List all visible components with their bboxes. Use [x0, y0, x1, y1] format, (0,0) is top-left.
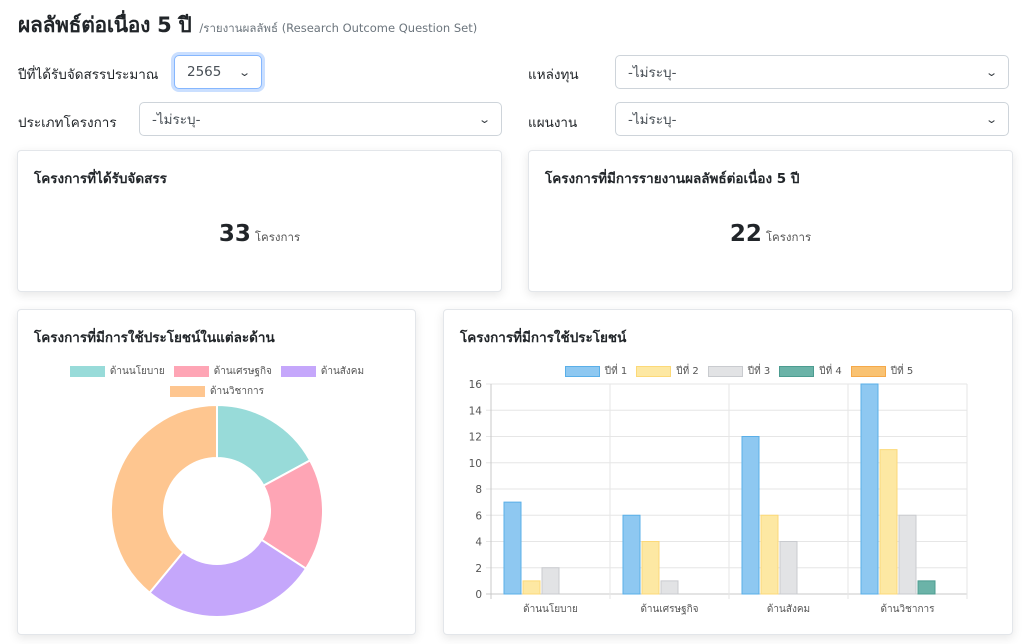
- fund-source-select[interactable]: -ไม่ระบุ- ⌄: [615, 55, 1009, 89]
- funded-projects-stat: 33 โครงการ: [18, 221, 501, 247]
- legend-swatch: [173, 366, 209, 377]
- doughnut-slice-4[interactable]: [110, 403, 218, 595]
- plan-select[interactable]: -ไม่ระบุ- ⌄: [615, 102, 1009, 136]
- legend-item-series-3[interactable]: ปีที่ 3: [707, 364, 771, 379]
- chevron-down-icon: ⌄: [237, 65, 251, 79]
- bar-2-1[interactable]: [522, 580, 541, 595]
- bar-1-4[interactable]: [860, 383, 879, 595]
- reported-projects-stat: 22 โครงการ: [529, 221, 1012, 247]
- bar-3-2[interactable]: [660, 580, 679, 595]
- legend-label: ปีที่ 1: [604, 366, 628, 377]
- bar-3-4[interactable]: [898, 514, 917, 595]
- y-tick-label: 10: [469, 458, 482, 470]
- page-title: ผลลัพธ์ต่อเนื่อง 5 ปี /รายงานผลลัพธ์ (Re…: [18, 9, 477, 42]
- legend-label: ด้านวิชาการ: [209, 386, 264, 397]
- y-tick-label: 12: [469, 432, 482, 444]
- legend-swatch: [169, 386, 205, 397]
- bar-chart-title: โครงการที่มีการใช้ประโยชน์: [460, 330, 627, 346]
- plan-label: แผนงาน: [528, 115, 578, 131]
- doughnut-chart-title: โครงการที่มีการใช้ประโยชน์ในแต่ละด้าน: [34, 330, 275, 346]
- project-type-label: ประเภทโครงการ: [18, 115, 117, 131]
- doughnut-slice-3[interactable]: [148, 538, 308, 618]
- chevron-down-icon: ⌄: [984, 65, 998, 79]
- bar-chart: 0 2 4 6 8 10 12 14 16 ด้านนโยบาย ด้านเศรษฐกิจ ด้านส…: [469, 379, 968, 615]
- bar-chart-card: โครงการที่มีการใช้ประโยชน์ ปีที่ 1 ปีที่ …: [443, 309, 1013, 635]
- y-tick-label: 0: [475, 589, 482, 601]
- legend-item-series-5[interactable]: ปีที่ 5: [850, 364, 914, 379]
- y-tick-label: 8: [475, 484, 482, 496]
- x-tick-label: ด้านสังคม: [767, 603, 810, 615]
- y-tick-label: 16: [469, 379, 483, 391]
- x-tick-label: ด้านวิชาการ: [880, 603, 935, 615]
- page-heading: ผลลัพธ์ต่อเนื่อง 5 ปี: [18, 13, 192, 37]
- y-tick-label: 14: [469, 405, 483, 417]
- legend-swatch: [280, 366, 316, 377]
- page-subtitle: /รายงานผลลัพธ์ (Research Outcome Questio…: [199, 21, 478, 35]
- y-tick-label: 2: [475, 563, 482, 575]
- legend-swatch: [707, 366, 743, 377]
- doughnut-chart-card: โครงการที่มีการใช้ประโยชน์ในแต่ละด้าน ด้…: [17, 309, 416, 635]
- doughnut-legend: ด้านนโยบาย ด้านเศรษฐกิจ ด้านสังคมด้านวิชาก…: [62, 364, 372, 399]
- bar-3-1[interactable]: [541, 567, 560, 595]
- x-tick-label: ด้านเศรษฐกิจ: [640, 603, 698, 615]
- legend-label: ปีที่ 3: [747, 366, 771, 377]
- plan-value: -ไม่ระบุ-: [628, 112, 677, 128]
- legend-item-series-2[interactable]: ปีที่ 2: [636, 364, 699, 379]
- fund-source-value: -ไม่ระบุ-: [628, 65, 677, 81]
- funded-projects-title: โครงการที่ได้รับจัดสรร: [34, 171, 167, 187]
- legend-swatch: [636, 366, 672, 377]
- bar-1-2[interactable]: [622, 514, 641, 595]
- reported-projects-card: โครงการที่มีการรายงานผลลัพธ์ต่อเนื่อง 5 …: [528, 150, 1013, 292]
- legend-item-series-1[interactable]: ปีที่ 1: [564, 364, 628, 379]
- fund-source-label: แหล่งทุน: [528, 67, 579, 83]
- legend-label: ปีที่ 4: [819, 366, 842, 377]
- bar-1-3[interactable]: [741, 436, 760, 595]
- chevron-down-icon: ⌄: [984, 112, 998, 126]
- project-type-select[interactable]: -ไม่ระบุ- ⌄: [139, 102, 502, 136]
- reported-projects-title: โครงการที่มีการรายงานผลลัพธ์ต่อเนื่อง 5 …: [545, 171, 800, 187]
- x-tick-label: ด้านนโยบาย: [523, 602, 578, 615]
- legend-swatch: [779, 366, 815, 377]
- bar-3-3[interactable]: [779, 541, 798, 595]
- legend-label: ปีที่ 2: [676, 366, 699, 377]
- budget-year-value: 2565: [187, 64, 222, 80]
- reported-projects-unit: โครงการ: [765, 230, 812, 244]
- legend-label: ปีที่ 5: [890, 366, 914, 377]
- project-type-value: -ไม่ระบุ-: [152, 112, 201, 128]
- bar-legend: ปีที่ 1 ปีที่ 2 ปีที่ 3 ปีที่ 4 ปีที่ 5: [504, 364, 974, 379]
- legend-item-slice-4[interactable]: ด้านวิชาการ: [169, 384, 264, 399]
- legend-label: ด้านเศรษฐกิจ: [213, 366, 272, 377]
- bar-4-4[interactable]: [917, 580, 936, 595]
- legend-label: ด้านสังคม: [320, 366, 365, 377]
- legend-label: ด้านนโยบาย: [109, 366, 165, 377]
- legend-item-slice-3[interactable]: ด้านสังคม: [280, 364, 365, 379]
- chevron-down-icon: ⌄: [477, 112, 491, 126]
- reported-projects-count: 22: [729, 221, 762, 247]
- funded-projects-count: 33: [218, 221, 251, 247]
- legend-swatch: [850, 366, 886, 377]
- budget-year-label: ปีที่ได้รับจัดสรรประมาณ: [18, 67, 159, 83]
- budget-year-select[interactable]: 2565 ⌄: [174, 55, 262, 89]
- y-tick-label: 4: [475, 537, 482, 549]
- legend-item-series-4[interactable]: ปีที่ 4: [779, 364, 842, 379]
- legend-swatch: [69, 366, 105, 377]
- legend-item-slice-1[interactable]: ด้านนโยบาย: [69, 364, 165, 379]
- bar-2-3[interactable]: [760, 514, 779, 595]
- funded-projects-card: โครงการที่ได้รับจัดสรร 33 โครงการ: [17, 150, 502, 292]
- bar-2-4[interactable]: [879, 449, 898, 595]
- legend-swatch: [564, 366, 600, 377]
- doughnut-chart: [110, 403, 324, 618]
- funded-projects-unit: โครงการ: [254, 230, 301, 244]
- bar-2-2[interactable]: [641, 541, 660, 595]
- bar-1-1[interactable]: [503, 501, 522, 595]
- legend-item-slice-2[interactable]: ด้านเศรษฐกิจ: [173, 364, 272, 379]
- y-tick-label: 6: [475, 510, 482, 522]
